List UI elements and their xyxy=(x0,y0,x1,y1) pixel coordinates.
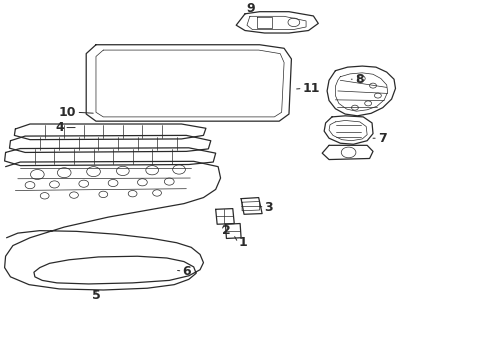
Text: 3: 3 xyxy=(265,201,273,214)
Text: 10: 10 xyxy=(59,106,76,119)
Text: 4: 4 xyxy=(55,121,64,134)
Text: 6: 6 xyxy=(182,265,191,278)
Text: 7: 7 xyxy=(378,132,387,145)
Text: 2: 2 xyxy=(221,224,230,237)
Text: 11: 11 xyxy=(303,82,320,95)
Text: 9: 9 xyxy=(246,2,255,15)
Text: 8: 8 xyxy=(355,73,364,86)
Text: 5: 5 xyxy=(92,289,100,302)
Text: 1: 1 xyxy=(238,236,247,249)
